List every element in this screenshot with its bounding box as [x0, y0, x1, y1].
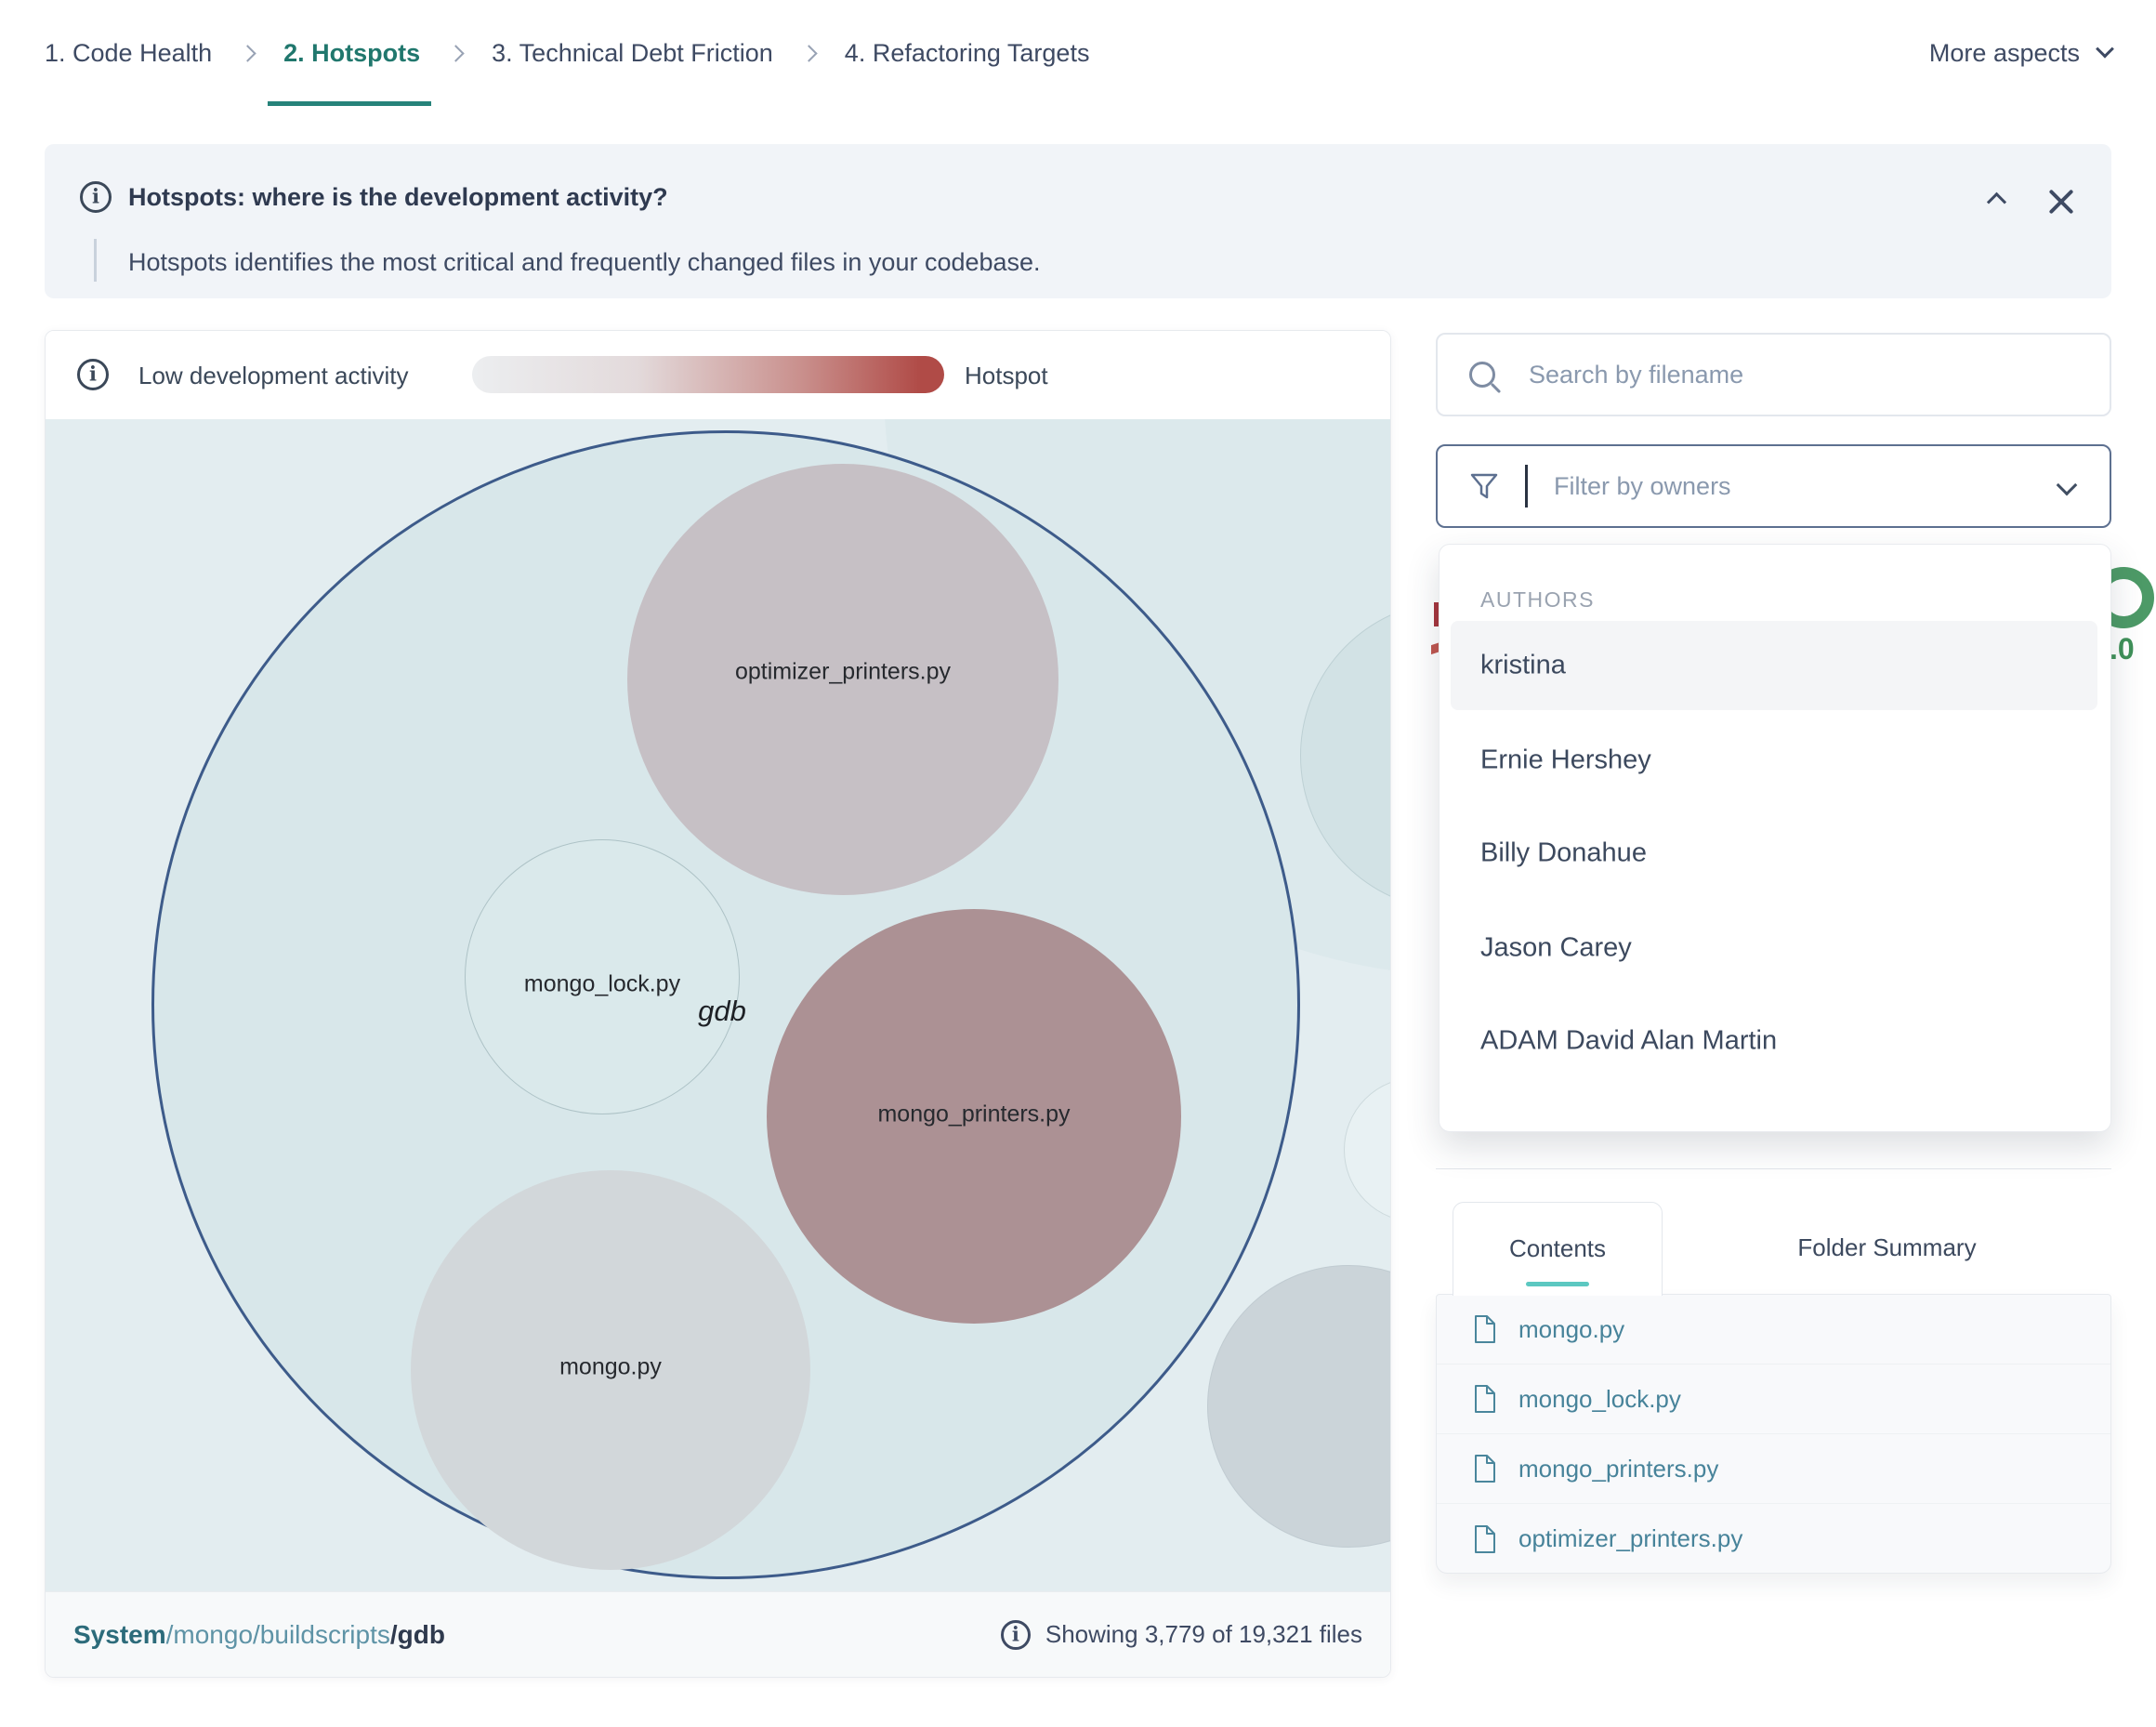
author-option-adam-david-alan-martin[interactable]: ADAM David Alan Martin — [1480, 1026, 1777, 1057]
hidden-card-edge — [1436, 1168, 2111, 1169]
breadcrumb-root[interactable]: System — [73, 1620, 166, 1649]
file-count-text: Showing 3,779 of 19,321 files — [1045, 1620, 1362, 1649]
hotspot-map-card: Low development activity Hotspot optimiz… — [45, 330, 1391, 1678]
chevron-down-icon[interactable] — [2057, 475, 2078, 496]
file-link[interactable]: optimizer_printers.py — [1518, 1524, 1742, 1553]
file-row-optimizer-printers-py[interactable]: optimizer_printers.py — [1437, 1504, 2110, 1574]
hotspots-page: 1. Code Health 2. Hotspots 3. Technical … — [0, 0, 2156, 1727]
filter-funnel-icon — [1469, 471, 1499, 501]
author-option-kristina[interactable]: kristina — [1480, 651, 1566, 681]
banner-title: Hotspots: where is the development activ… — [128, 183, 668, 212]
bubble-label-mongo-lock: mongo_lock.py — [524, 971, 680, 998]
active-tab-underline — [1526, 1282, 1589, 1286]
sibling-folder-arc-yellow — [1322, 1555, 1390, 1593]
sibling-file-circle-mid[interactable] — [1344, 1077, 1390, 1222]
chevron-right-icon — [239, 45, 256, 61]
owner-filter-box — [1436, 444, 2111, 528]
file-row-mongo-py[interactable]: mongo.py — [1437, 1295, 2110, 1364]
file-link[interactable]: mongo_printers.py — [1518, 1455, 1718, 1483]
nav-step-code-health[interactable]: 1. Code Health — [45, 39, 212, 68]
bubble-label-mongo-printers: mongo_printers.py — [877, 1101, 1070, 1128]
legend-hotspot-label: Hotspot — [965, 362, 1048, 390]
bubble-label-mongo-py: mongo.py — [559, 1354, 662, 1381]
banner-quote-bar — [94, 239, 97, 282]
nav-step-refactoring-targets[interactable]: 4. Refactoring Targets — [845, 39, 1090, 68]
nav-step-hotspots[interactable]: 2. Hotspots — [283, 39, 420, 68]
file-link[interactable]: mongo.py — [1518, 1315, 1624, 1344]
bubble-label-optimizer-printers: optimizer_printers.py — [735, 659, 951, 686]
activity-legend: Low development activity Hotspot — [46, 331, 1390, 419]
breadcrumb-path[interactable]: /mongo/buildscripts — [166, 1620, 390, 1649]
nav-step-technical-debt-friction[interactable]: 3. Technical Debt Friction — [492, 39, 773, 68]
file-icon — [1474, 1525, 1496, 1553]
search-input[interactable] — [1529, 361, 1993, 389]
hotspot-bubble-map: optimizer_printers.py mongo_lock.py gdb … — [46, 419, 1390, 1593]
banner-description: Hotspots identifies the most critical an… — [128, 248, 1041, 277]
aspect-step-nav: 1. Code Health 2. Hotspots 3. Technical … — [45, 0, 2111, 106]
hotspots-info-banner: Hotspots: where is the development activ… — [45, 144, 2111, 298]
tab-folder-summary[interactable]: Folder Summary — [1663, 1202, 2111, 1294]
breadcrumb-separator: / — [390, 1620, 398, 1649]
author-option-jason-carey[interactable]: Jason Carey — [1480, 933, 1632, 964]
close-banner-icon[interactable] — [2046, 187, 2076, 217]
map-footer: System/mongo/buildscripts/gdb Showing 3,… — [46, 1591, 1390, 1677]
contents-file-list: mongo.py mongo_lock.py mongo_printers.py… — [1436, 1294, 2111, 1574]
breadcrumb: System/mongo/buildscripts/gdb — [73, 1620, 445, 1650]
owners-dropdown: AUTHORS kristina Ernie Hershey Billy Don… — [1439, 544, 2111, 1132]
more-aspects-label: More aspects — [1929, 39, 2080, 68]
chevron-right-icon — [800, 45, 817, 61]
collapse-banner-icon[interactable] — [1987, 192, 2006, 212]
more-aspects-button[interactable]: More aspects — [1929, 39, 2111, 68]
chevron-right-icon — [447, 45, 464, 61]
filename-search-box — [1436, 333, 2111, 416]
chevron-down-icon — [2096, 40, 2114, 59]
legend-low-label: Low development activity — [138, 362, 408, 390]
active-step-underline — [268, 101, 431, 106]
activity-gradient-bar — [472, 356, 944, 393]
author-option-billy-donahue[interactable]: Billy Donahue — [1480, 838, 1647, 869]
file-icon — [1474, 1315, 1496, 1343]
file-icon — [1474, 1385, 1496, 1413]
folder-label-gdb: gdb — [698, 995, 746, 1028]
authors-section-label: AUTHORS — [1480, 587, 1595, 613]
author-option-ernie-hershey[interactable]: Ernie Hershey — [1480, 745, 1651, 776]
info-icon[interactable] — [1001, 1620, 1031, 1650]
tab-contents[interactable]: Contents — [1453, 1202, 1663, 1296]
code-health-score-fragment: .0 — [2110, 632, 2135, 666]
info-icon[interactable] — [77, 359, 109, 390]
breadcrumb-current: gdb — [398, 1620, 445, 1649]
sibling-file-circle-bottom[interactable] — [1207, 1265, 1390, 1548]
owner-filter-input[interactable] — [1554, 472, 2018, 501]
search-icon — [1469, 362, 1495, 388]
text-caret — [1525, 465, 1528, 508]
file-row-mongo-lock-py[interactable]: mongo_lock.py — [1437, 1364, 2110, 1434]
file-link[interactable]: mongo_lock.py — [1518, 1385, 1681, 1414]
file-icon — [1474, 1455, 1496, 1483]
file-row-mongo-printers-py[interactable]: mongo_printers.py — [1437, 1434, 2110, 1504]
file-count-status: Showing 3,779 of 19,321 files — [1001, 1620, 1362, 1650]
info-icon — [80, 181, 112, 213]
tab-contents-label: Contents — [1509, 1234, 1606, 1263]
